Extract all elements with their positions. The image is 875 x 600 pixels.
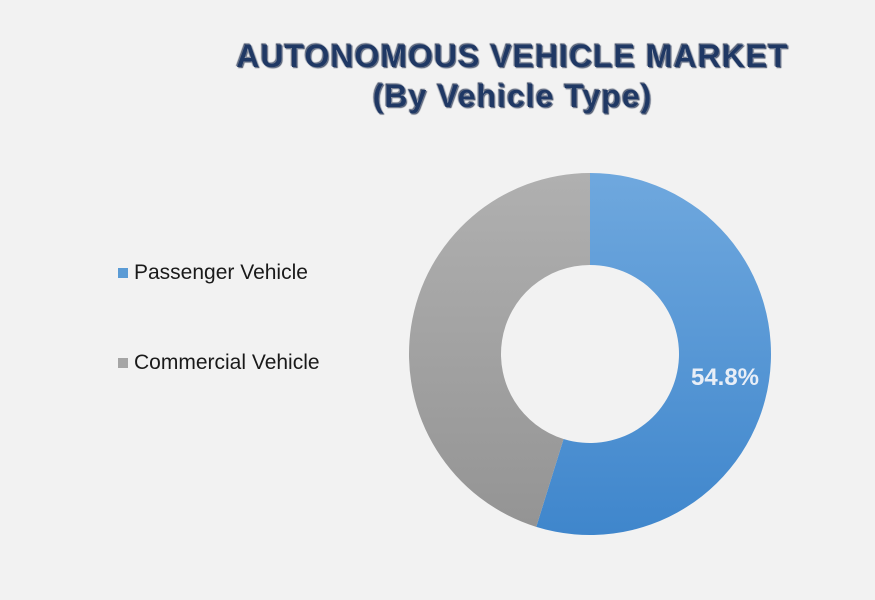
donut-slice-passenger-vehicle xyxy=(536,173,771,535)
chart-title-line2: (By Vehicle Type) xyxy=(372,78,653,114)
data-label-passenger-vehicle: 54.8% xyxy=(691,364,759,391)
legend-item-passenger: Passenger Vehicle xyxy=(118,258,320,288)
donut-labels: 54.8% xyxy=(691,364,759,391)
legend-swatch-commercial xyxy=(118,358,128,368)
donut-slices xyxy=(408,173,771,535)
legend-label-commercial: Commercial Vehicle xyxy=(134,351,320,374)
legend-label-passenger: Passenger Vehicle xyxy=(134,261,308,284)
chart-title: AUTONOMOUS VEHICLE MARKET (By Vehicle Ty… xyxy=(0,36,875,116)
legend-swatch-passenger xyxy=(118,268,128,278)
chart-title-line1: AUTONOMOUS VEHICLE MARKET xyxy=(236,38,789,74)
legend-item-commercial: Commercial Vehicle xyxy=(118,348,320,378)
chart-legend: Passenger Vehicle Commercial Vehicle xyxy=(118,258,320,438)
donut-slice-commercial-vehicle xyxy=(408,173,590,527)
